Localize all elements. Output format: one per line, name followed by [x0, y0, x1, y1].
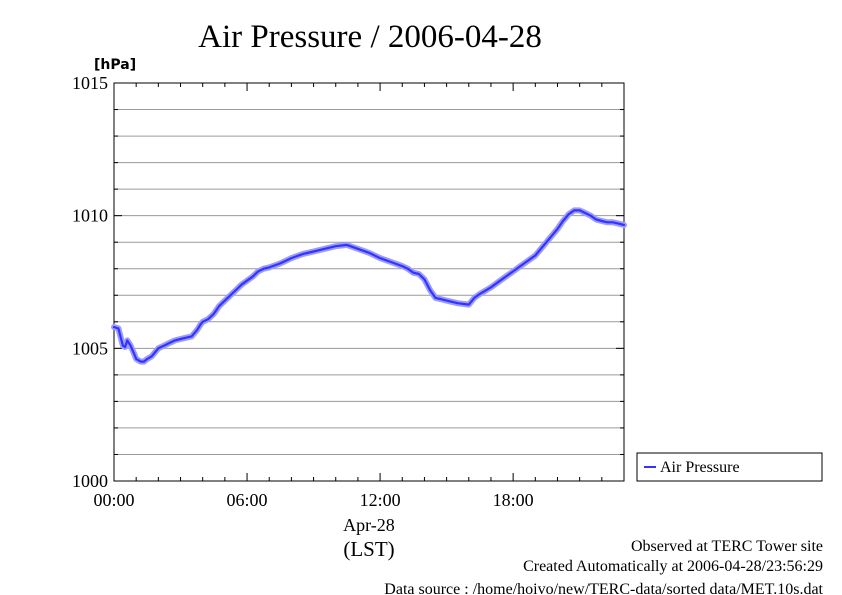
footer-created-time: Created Automatically at 2006-04-28/23:5…	[523, 558, 823, 575]
x-tick-label: 12:00	[360, 490, 401, 510]
y-tick-label: 1005	[72, 338, 108, 358]
legend: Air Pressure	[636, 452, 823, 482]
y-tick-labels: 1000 1005 1010 1015	[72, 73, 108, 491]
y-tick-label: 1010	[72, 206, 108, 226]
legend-box	[636, 452, 823, 482]
axis-ticks	[113, 83, 625, 481]
legend-label-air-pressure: Air Pressure	[660, 459, 740, 476]
x-axis-label-date: Apr-28	[343, 515, 395, 535]
x-tick-labels: 00:00 06:00 12:00 18:00	[93, 490, 533, 510]
y-axis-unit: [hPa]	[94, 57, 136, 73]
x-tick-label: 18:00	[493, 490, 534, 510]
grid-lines	[114, 109, 624, 455]
x-tick-label: 06:00	[227, 490, 268, 510]
series-line-air-pressure	[112, 209, 626, 363]
chart-title: Air Pressure / 2006-04-28	[198, 19, 542, 55]
footer-observed-site: Observed at TERC Tower site	[631, 538, 823, 555]
y-tick-label: 1000	[72, 471, 108, 491]
series-layer	[111, 207, 627, 365]
footer-data-source: Data source : /home/hoivo/new/TERC-data/…	[384, 581, 823, 595]
plot-area-frame	[113, 82, 625, 482]
y-tick-label: 1015	[72, 73, 108, 93]
series-band-air-pressure	[111, 207, 627, 365]
x-axis-label-tz: (LST)	[343, 537, 394, 561]
x-tick-label: 00:00	[93, 490, 134, 510]
